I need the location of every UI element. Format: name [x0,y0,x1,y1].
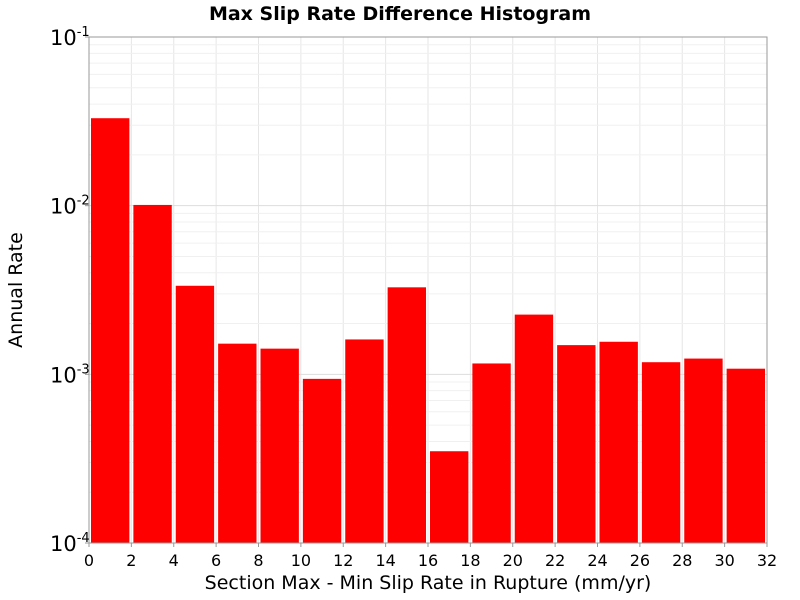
x-ticks: 0 2 4 6 8 10 12 14 16 18 20 22 24 26 28 30 32 [84,543,777,570]
x-tick-label: 10 [291,551,311,570]
x-tick-label: 20 [503,551,523,570]
x-tick-label: 26 [630,551,650,570]
y-axis-label: Annual Rate [5,232,27,348]
x-tick-label: 14 [375,551,395,570]
chart-title: Max Slip Rate Difference Histogram [209,3,591,25]
x-tick-label: 22 [545,551,565,570]
x-tick-label: 16 [418,551,438,570]
y-ticks: 10-4 10-3 10-2 10-1 [50,25,90,556]
histogram-bar [91,118,130,544]
histogram-bar [133,204,172,543]
histogram-bar [387,287,426,543]
histogram-bar [345,339,384,543]
x-tick-label: 4 [169,551,179,570]
x-tick-label: 30 [714,551,734,570]
histogram-bar [684,358,723,543]
x-tick-label: 2 [126,551,136,570]
histogram-bar [430,451,469,543]
x-tick-label: 28 [672,551,692,570]
histogram-bar [514,314,554,543]
histogram-bar [218,343,257,543]
histogram-bar [557,345,596,543]
histogram-bar [472,363,511,543]
histogram-bar [302,378,342,543]
x-tick-label: 6 [211,551,221,570]
x-tick-label: 8 [253,551,263,570]
y-tick-label: 10-4 [50,531,90,556]
y-tick-label: 10-1 [50,25,90,50]
x-tick-label: 24 [587,551,607,570]
x-tick-label: 0 [84,551,94,570]
y-tick-label: 10-2 [50,194,90,219]
histogram-bar [260,348,299,543]
histogram-bar [599,341,638,543]
x-tick-label: 12 [333,551,353,570]
y-tick-label: 10-3 [50,362,90,387]
histogram-bar [726,368,765,543]
x-tick-label: 32 [757,551,777,570]
bars-group [91,118,765,544]
histogram-bar [175,285,215,543]
histogram-bar [641,362,681,543]
x-tick-label: 18 [460,551,480,570]
x-axis-label: Section Max - Min Slip Rate in Rupture (… [205,572,652,594]
